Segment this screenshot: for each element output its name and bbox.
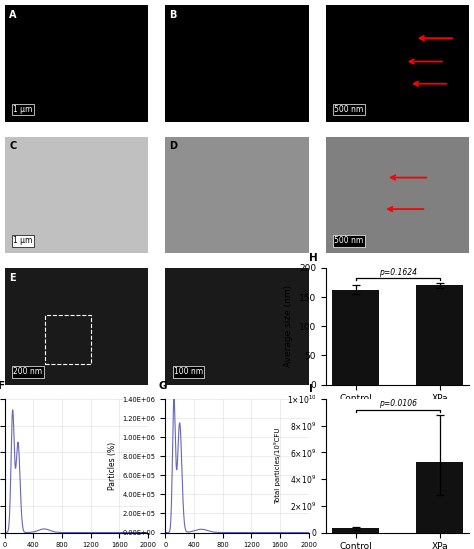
Bar [417, 285, 463, 385]
Text: 200 nm: 200 nm [13, 367, 43, 377]
Text: p=0.1624: p=0.1624 [379, 268, 417, 277]
Text: A: A [9, 10, 17, 20]
Bar [417, 462, 463, 533]
Bar [45, 315, 91, 363]
Bar [332, 289, 379, 385]
Text: C: C [9, 142, 16, 152]
Text: D: D [170, 142, 178, 152]
Y-axis label: Total particles/10⁹CFU: Total particles/10⁹CFU [274, 428, 281, 504]
Text: G: G [158, 381, 167, 391]
Text: H: H [309, 253, 318, 264]
Text: 1 μm: 1 μm [13, 105, 33, 114]
Text: 500 nm: 500 nm [335, 105, 364, 114]
Bar [332, 528, 379, 533]
Text: B: B [170, 10, 177, 20]
Y-axis label: Particles (%): Particles (%) [108, 442, 117, 490]
Text: 1 μm: 1 μm [13, 236, 33, 245]
Text: p=0.0106: p=0.0106 [379, 400, 417, 408]
Text: 100 nm: 100 nm [174, 367, 203, 377]
Text: F: F [0, 381, 5, 391]
Text: I: I [309, 384, 312, 394]
Text: E: E [9, 273, 16, 283]
Y-axis label: Average size (nm): Average size (nm) [284, 285, 293, 367]
Text: 500 nm: 500 nm [335, 236, 364, 245]
